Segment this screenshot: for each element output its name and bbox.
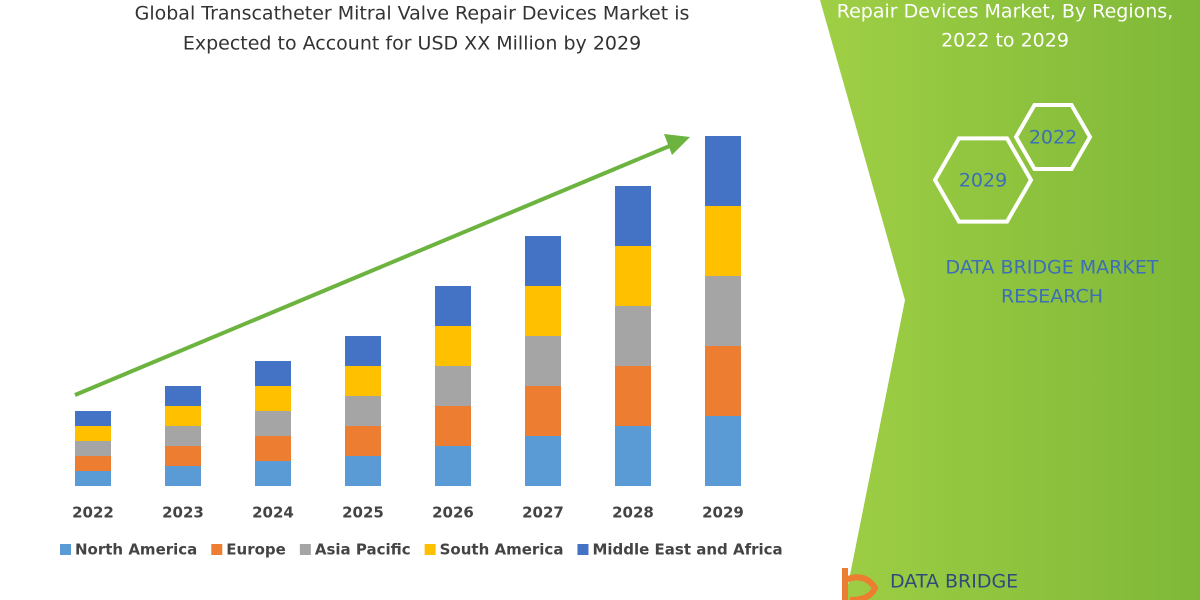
bar-segment xyxy=(75,426,111,441)
green-panel xyxy=(820,0,1200,600)
bar-segment xyxy=(255,361,291,386)
x-tick-label: 2026 xyxy=(432,504,474,522)
chart-title: Global Transcatheter Mitral Valve Repair… xyxy=(135,3,690,55)
bar-segment xyxy=(165,446,201,466)
legend-label: Asia Pacific xyxy=(315,541,411,559)
hexagon xyxy=(1013,103,1093,171)
bar-segment xyxy=(615,306,651,366)
bar-segment xyxy=(525,436,561,486)
logo-mark xyxy=(842,568,879,600)
legend-label: Middle East and Africa xyxy=(592,541,782,559)
bar-segment xyxy=(705,206,741,276)
bar-segment xyxy=(525,286,561,336)
title-line: Global Transcatheter Mitral Valve Repair… xyxy=(135,3,690,25)
brand: DATA BRIDGE MARKET RESEARCH xyxy=(946,257,1159,308)
x-tick-label: 2028 xyxy=(612,504,654,522)
bar-segment xyxy=(705,136,741,206)
bar-segment xyxy=(345,336,381,366)
bar-segment xyxy=(615,366,651,426)
bar-segment xyxy=(705,346,741,416)
bar-segment xyxy=(255,386,291,411)
bar-segment xyxy=(435,446,471,486)
bar-segment xyxy=(165,466,201,486)
bar-segment xyxy=(345,396,381,426)
legend-swatch xyxy=(211,544,223,555)
logo-text: DATA BRIDGE xyxy=(890,571,1018,593)
x-tick-label: 2024 xyxy=(252,504,294,522)
legend-swatch xyxy=(424,544,436,555)
bar-segment xyxy=(705,416,741,486)
bar-segment xyxy=(525,236,561,286)
bar-segment xyxy=(705,276,741,346)
bar-segment xyxy=(435,366,471,406)
trend-arrow xyxy=(74,143,673,397)
bar-segment xyxy=(255,461,291,486)
bar-segment xyxy=(435,406,471,446)
bar-segment xyxy=(75,456,111,471)
bar-segment xyxy=(75,471,111,486)
bar-segment xyxy=(525,336,561,386)
legend-label: Europe xyxy=(226,541,286,559)
x-tick-label: 2029 xyxy=(702,504,744,522)
bar-segment xyxy=(525,386,561,436)
legend-swatch xyxy=(577,544,589,555)
bar-segment xyxy=(345,426,381,456)
bar-segment xyxy=(165,406,201,426)
bar-segment xyxy=(165,426,201,446)
legend-swatch xyxy=(299,544,311,555)
title-line: Expected to Account for USD XX Million b… xyxy=(183,33,641,55)
bar-segment xyxy=(615,186,651,246)
bar-segment xyxy=(345,456,381,486)
arrowhead xyxy=(664,134,690,155)
brand-line: RESEARCH xyxy=(1001,286,1103,308)
hexagon-label: 2022 xyxy=(1029,127,1077,149)
legend-label: North America xyxy=(75,541,197,559)
bar-segment xyxy=(75,441,111,456)
bar-segment xyxy=(75,411,111,426)
brand-line: DATA BRIDGE MARKET xyxy=(946,257,1159,279)
title-line: 2022 to 2029 xyxy=(941,30,1069,52)
title-line: Repair Devices Market, By Regions, xyxy=(837,1,1173,23)
bar-segment xyxy=(435,326,471,366)
bar-segment xyxy=(615,426,651,486)
legend-swatch xyxy=(60,544,71,555)
panel-title: Repair Devices Market, By Regions, 2022 … xyxy=(837,1,1173,52)
bar-segment xyxy=(435,286,471,326)
bar-segment xyxy=(615,246,651,306)
x-tick-label: 2027 xyxy=(522,504,564,522)
bar-segment xyxy=(345,366,381,396)
hexagon-label: 2029 xyxy=(959,170,1007,192)
bar-segment xyxy=(255,436,291,461)
hexagon xyxy=(932,136,1034,224)
x-tick-label: 2025 xyxy=(342,504,384,522)
legend-label: South America xyxy=(440,541,564,559)
x-tick-label: 2022 xyxy=(72,504,114,522)
bar-segment xyxy=(165,386,201,406)
bar-segment xyxy=(255,411,291,436)
x-tick-label: 2023 xyxy=(162,504,204,522)
